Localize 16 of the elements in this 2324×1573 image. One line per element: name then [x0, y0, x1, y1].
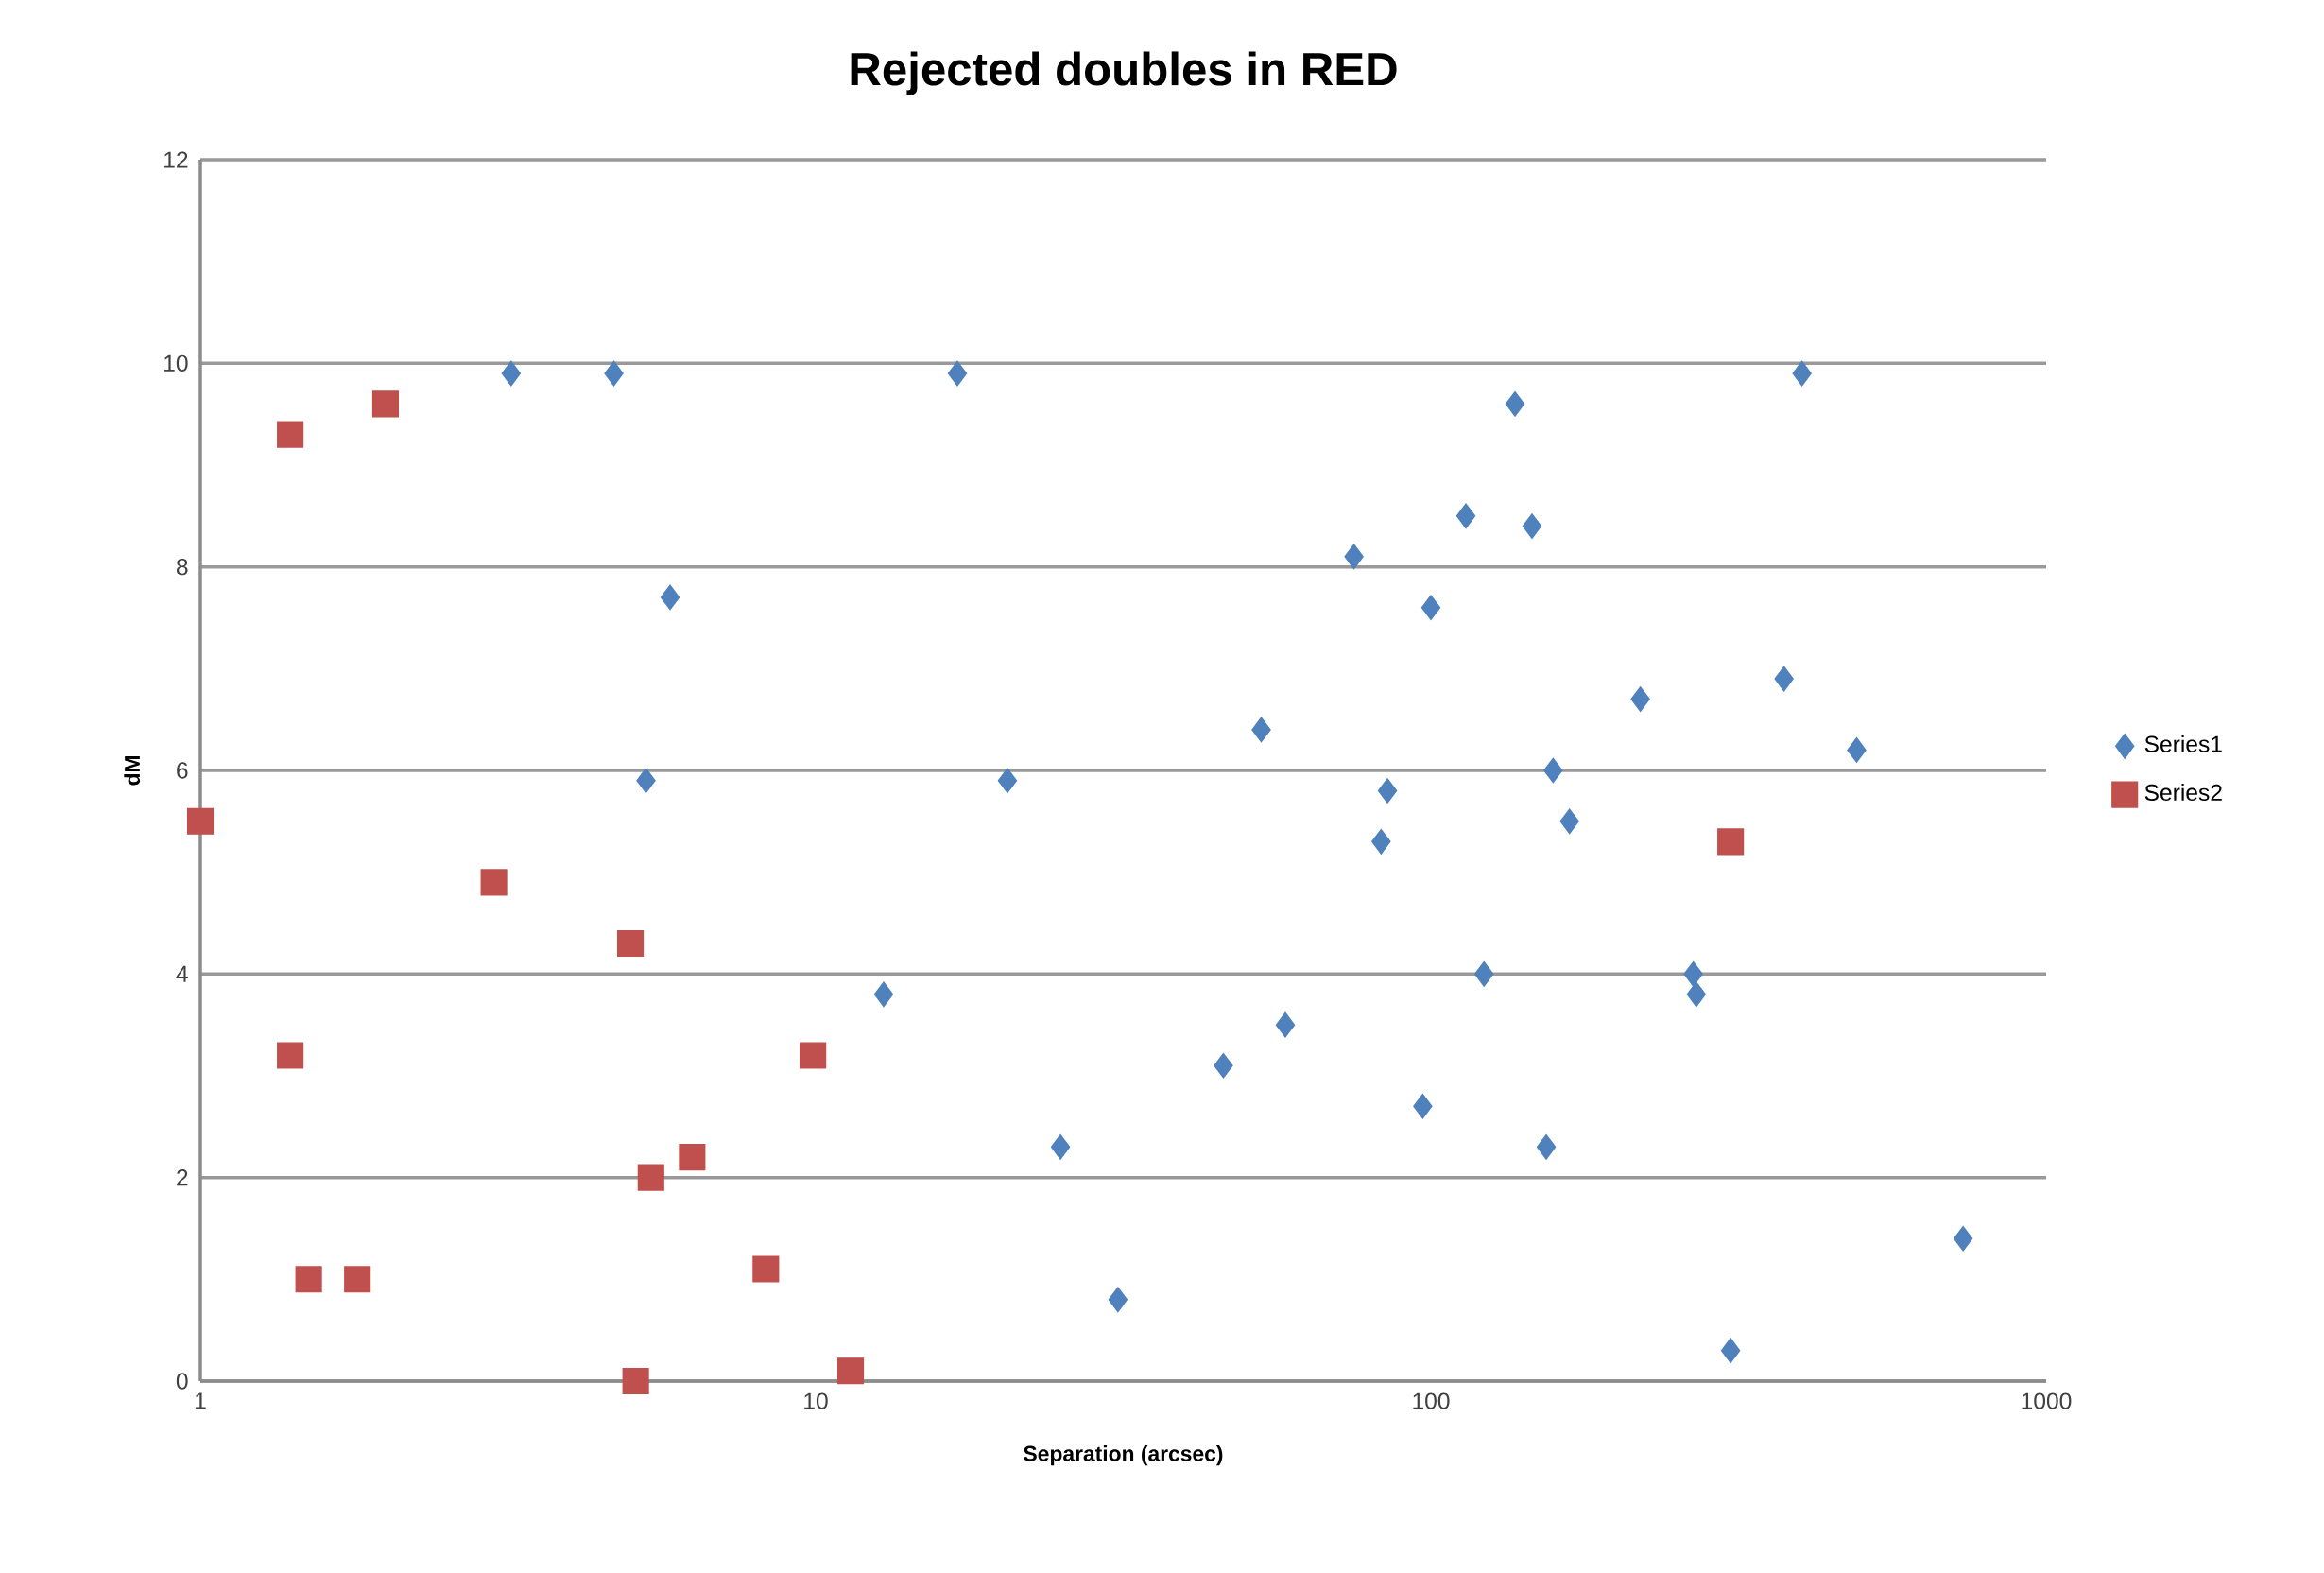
chart-title: Rejected doubles in RED: [851, 51, 1397, 95]
x-tick-label: 100: [1413, 1392, 1450, 1409]
y-tick-label: 4: [176, 965, 188, 982]
y-tick-label: 12: [164, 151, 188, 168]
y-tick-label: 0: [176, 1373, 188, 1390]
y-tick-label: 10: [164, 354, 188, 372]
y-tick-label: 8: [176, 558, 188, 576]
x-axis-title: Separation (arcsec): [1024, 1445, 1223, 1466]
x-tick-label: 1: [196, 1392, 206, 1409]
y-axis-title: dM: [124, 756, 141, 786]
x-tick-label: 10: [804, 1392, 828, 1409]
y-tick-label: 2: [177, 1169, 188, 1186]
y-tick-label: 6: [177, 762, 188, 779]
x-tick-label: 1000: [2022, 1392, 2072, 1409]
legend-label: Series1: [2144, 735, 2222, 752]
legend-label: Series2: [2144, 784, 2222, 802]
